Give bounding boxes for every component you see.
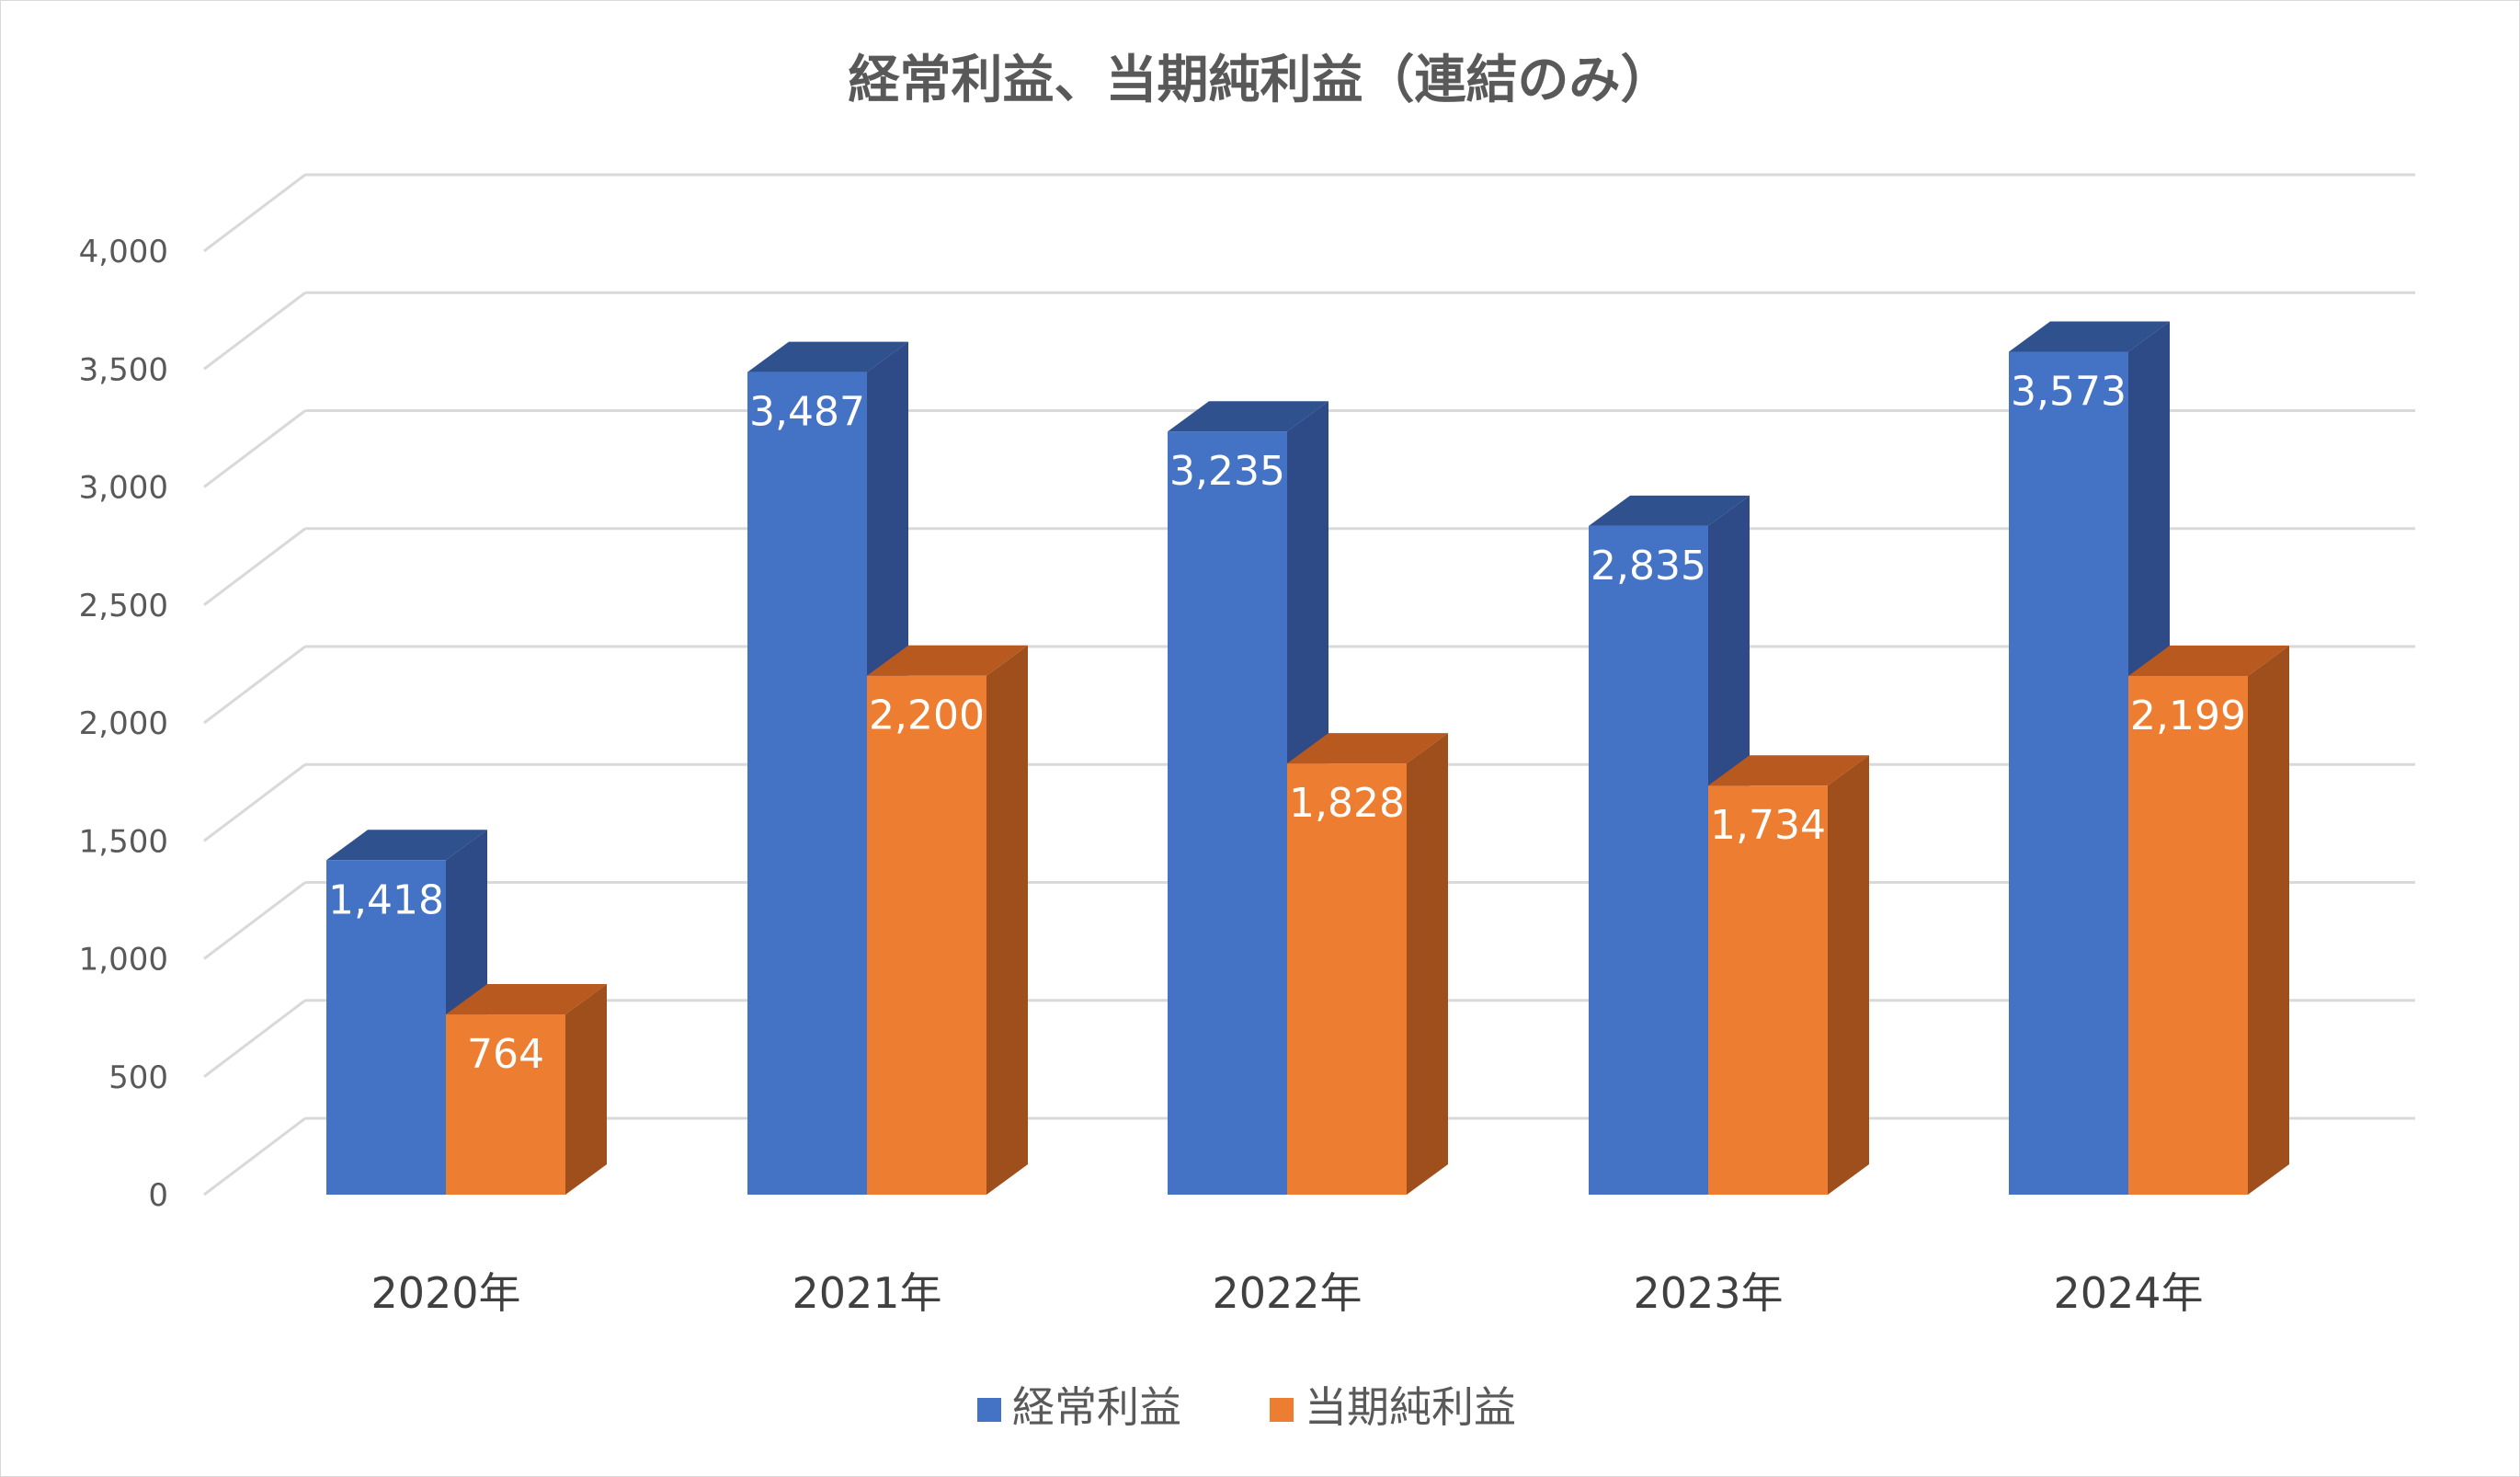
bar-top <box>1287 733 1448 764</box>
y-tick-label: 2,500 <box>79 588 168 624</box>
bar-front <box>446 1014 565 1195</box>
bar-top <box>1589 495 1750 526</box>
data-label: 1,828 <box>1289 780 1405 827</box>
bar-top <box>1168 401 1328 432</box>
data-label: 1,418 <box>328 876 444 923</box>
bar-front <box>1708 785 1828 1195</box>
bar-side <box>1407 733 1448 1195</box>
bar <box>1708 755 1869 1195</box>
x-tick-label: 2022年 <box>1212 1268 1362 1318</box>
bar-side <box>1828 755 1869 1195</box>
bar-front <box>2009 351 2128 1195</box>
gridline-diagonal <box>203 292 306 371</box>
bar-top <box>326 830 487 861</box>
bar-front <box>2128 675 2248 1195</box>
data-label: 2,199 <box>2130 693 2246 739</box>
bar-side <box>986 645 1028 1195</box>
gridline-diagonal <box>203 999 306 1078</box>
bar-side <box>565 984 607 1195</box>
x-tick-label: 2024年 <box>2053 1268 2203 1318</box>
bar-top <box>2009 321 2170 352</box>
legend-swatch <box>1270 1398 1294 1422</box>
legend-swatch <box>977 1398 1001 1422</box>
data-label: 2,200 <box>869 693 985 739</box>
y-tick-label: 500 <box>108 1059 168 1096</box>
gridline-diagonal <box>203 1116 306 1196</box>
data-label: 3,235 <box>1169 448 1285 495</box>
bar <box>446 984 607 1195</box>
bar <box>2128 645 2289 1195</box>
bar-top <box>747 341 908 372</box>
bar-top <box>867 645 1028 676</box>
legend-label: 経常利益 <box>1012 1382 1181 1432</box>
bar-top <box>2128 645 2289 676</box>
y-tick-label: 1,500 <box>79 823 168 860</box>
bar <box>1287 733 1448 1195</box>
y-tick-label: 2,000 <box>79 705 168 742</box>
x-tick-label: 2020年 <box>371 1268 520 1318</box>
bar-front <box>867 675 986 1195</box>
y-tick-label: 4,000 <box>79 234 168 270</box>
data-label: 764 <box>467 1031 544 1078</box>
gridline-diagonal <box>203 881 306 960</box>
bar-top <box>1708 755 1869 786</box>
bar-side <box>2248 645 2289 1195</box>
gridline-diagonal <box>203 645 306 725</box>
gridline-diagonal <box>203 173 306 253</box>
bar-front <box>326 860 446 1195</box>
y-tick-label: 3,000 <box>79 470 168 507</box>
x-tick-label: 2023年 <box>1633 1268 1783 1318</box>
chart-title: 経常利益、当期純利益（連結のみ） <box>848 51 1672 110</box>
gridline-diagonal <box>203 527 306 606</box>
data-label: 3,573 <box>2011 369 2127 416</box>
gridline-diagonal <box>203 409 306 488</box>
y-tick-label: 1,000 <box>79 942 168 979</box>
data-label: 2,835 <box>1591 543 1706 590</box>
bar <box>867 645 1028 1195</box>
gridline-diagonal <box>203 763 306 842</box>
bar-top <box>446 984 607 1015</box>
x-tick-label: 2021年 <box>792 1268 941 1318</box>
bar-front <box>1168 431 1287 1195</box>
data-label: 1,734 <box>1710 802 1826 849</box>
data-label: 3,487 <box>749 389 865 436</box>
bar-front <box>1287 763 1407 1195</box>
legend-label: 当期純利益 <box>1305 1382 1516 1432</box>
bar-front <box>747 372 867 1196</box>
bar-front <box>1589 525 1708 1195</box>
y-tick-label: 0 <box>148 1177 168 1214</box>
y-tick-label: 3,500 <box>79 351 168 388</box>
